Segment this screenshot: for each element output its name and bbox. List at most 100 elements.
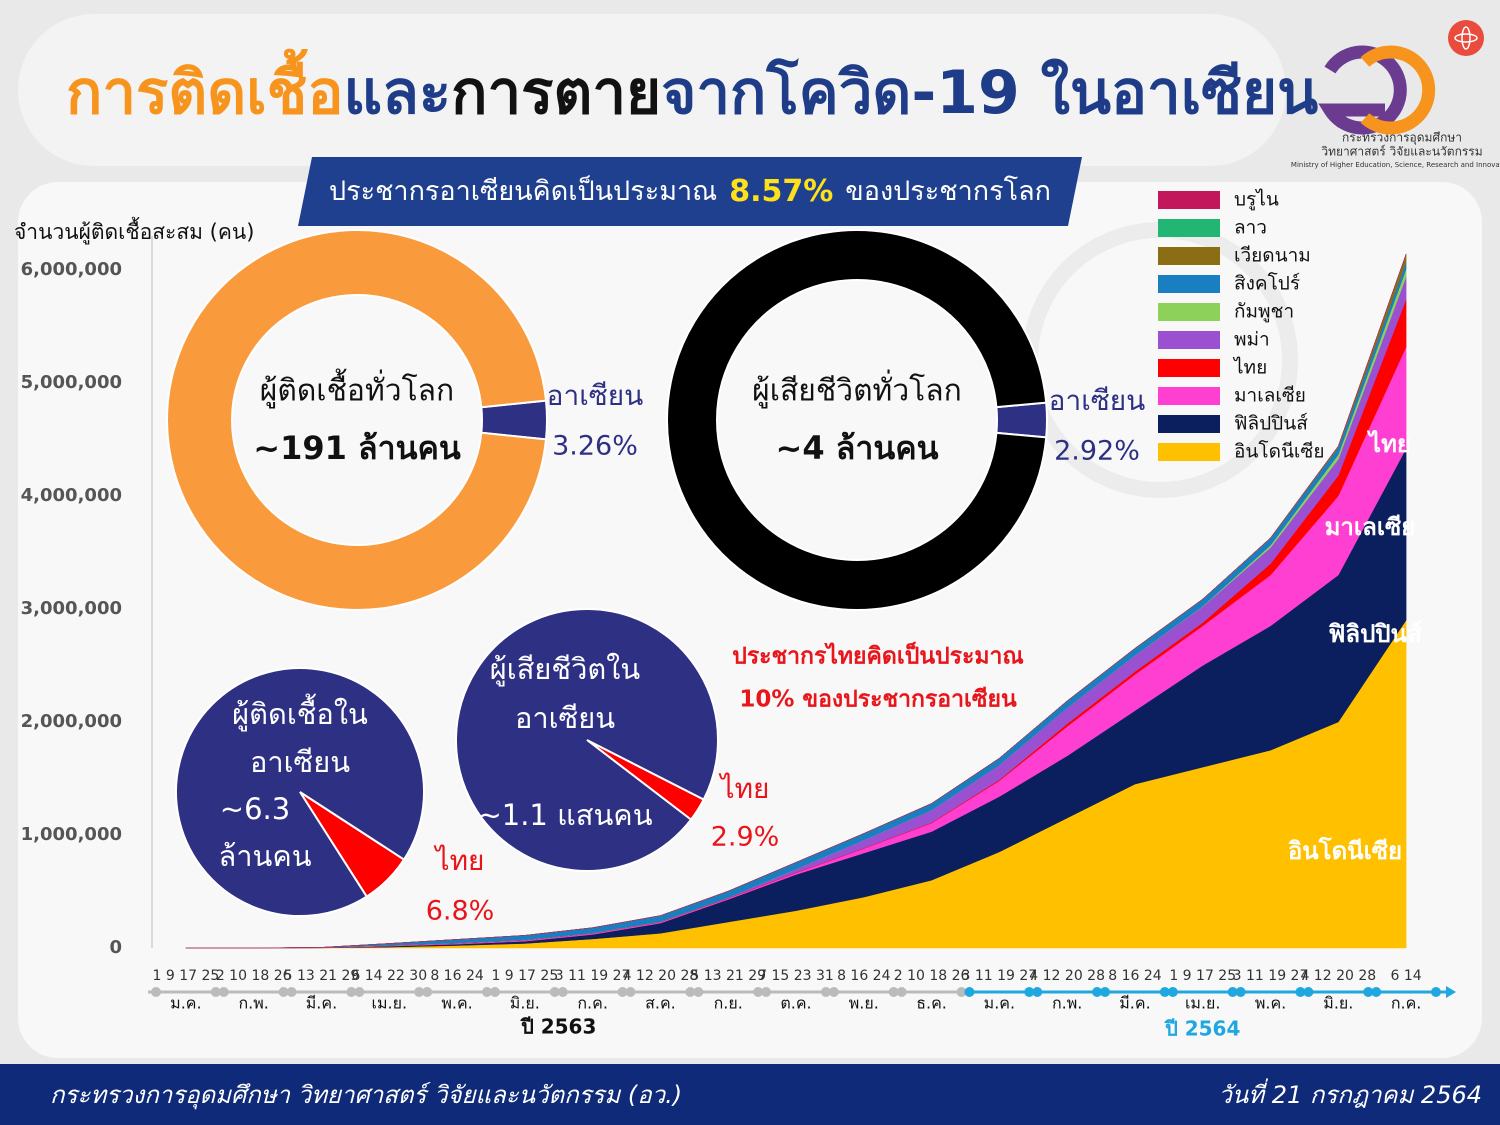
x-day-labels: 8 16 24: [1108, 968, 1162, 984]
legend-label: อินโดนีเซีย: [1234, 440, 1324, 463]
x-axis-arrow: [1446, 986, 1456, 998]
x-tick-label: พ.ค.: [441, 994, 472, 1013]
note-text: 10% ของประชากรอาเซียน: [739, 687, 1017, 713]
legend-swatch: [1158, 415, 1220, 433]
area: [185, 253, 1407, 949]
x-axis-dot: [1295, 987, 1306, 997]
title-part: การติดเชื้อ: [66, 48, 343, 128]
x-axis-dot: [1100, 987, 1111, 997]
x-axis-dot: [1167, 987, 1178, 997]
footer-right: วันที่ 21 กรกฎาคม 2564: [1218, 1078, 1482, 1109]
pie-total: ล้านคน: [218, 839, 311, 873]
slice: [995, 401, 1048, 439]
logo-atom: [1461, 26, 1471, 50]
x-day-labels: 1 9 17 25: [491, 968, 558, 984]
y-tick-label: 2,000,000: [21, 711, 122, 732]
x-day-labels: 6 14 22 30: [351, 968, 427, 984]
y-tick-label: 6,000,000: [21, 259, 122, 280]
title-part: และ: [343, 58, 451, 128]
x-day-labels: 3 11 19 27: [1233, 968, 1309, 984]
x-tick-label: พ.ค.: [1255, 994, 1286, 1013]
x-day-labels: 7 15 23 31: [758, 968, 834, 984]
legend-swatch: [1158, 443, 1220, 461]
logo-text: Ministry of Higher Education, Science, R…: [1291, 161, 1500, 169]
banner: [298, 157, 1082, 226]
x-axis-dot: [888, 987, 899, 997]
slice: [666, 229, 1048, 611]
pie-title: อาเซียน: [515, 701, 615, 735]
title-part: จากโควิด-19 ในอาเซียน: [661, 57, 1318, 128]
y-tick-label: 5,000,000: [21, 372, 122, 393]
x-day-labels: 1 9 17 25: [152, 968, 219, 984]
x-axis-dot: [896, 987, 907, 997]
x-tick-label: ก.พ.: [1052, 994, 1082, 1013]
x-day-labels: 4 12 20 28: [1300, 968, 1376, 984]
area-label: ไทย: [1366, 429, 1411, 458]
logo-shape: [1318, 45, 1407, 135]
legend-label: พม่า: [1234, 329, 1270, 351]
pie-title: อาเซียน: [250, 745, 350, 779]
legend-swatch: [1158, 303, 1220, 321]
x-tick-label: มิ.ย.: [1323, 994, 1353, 1013]
banner-part: ประชากรอาเซียนคิดเป็นประมาณ: [329, 173, 717, 207]
y-tick-label: 4,000,000: [21, 485, 122, 506]
x-axis-dot: [617, 987, 628, 997]
title-part: การตาย: [451, 58, 661, 128]
footer-left: กระทรวงการอุดมศึกษา วิทยาศาสตร์ วิจัยและ…: [50, 1081, 682, 1110]
donut-title: ผู้เสียชีวิตทั่วโลก: [752, 370, 962, 409]
x-tick-label: มี.ค.: [1119, 994, 1150, 1013]
x-day-labels: 3 11 19 27: [555, 968, 631, 984]
y-axis-label: จำนวนผู้ติดเชื้อสะสม (คน): [14, 217, 254, 245]
logo-text: วิทยาศาสตร์ วิจัยและนวัตกรรม: [1321, 145, 1483, 159]
x-tick-label: พ.ย.: [849, 994, 879, 1013]
x-tick-label: ก.ค.: [577, 994, 608, 1013]
x-axis-dot: [964, 987, 975, 997]
logo-badge: [1448, 20, 1484, 56]
legend-swatch: [1158, 331, 1220, 349]
legend-label: ไทย: [1232, 357, 1267, 379]
x-day-labels: 8 16 24: [837, 968, 891, 984]
x-tick-label: ก.พ.: [238, 994, 268, 1013]
x-axis-dot: [685, 987, 696, 997]
x-tick-label: ธ.ค.: [916, 994, 947, 1013]
x-tick-label: ม.ค.: [984, 994, 1015, 1013]
legend-swatch: [1158, 275, 1220, 293]
donut-total: ~191 ล้านคน: [253, 429, 461, 467]
y-tick-label: 1,000,000: [21, 824, 122, 845]
logo-text: กระทรวงการอุดมศึกษา: [1342, 131, 1462, 146]
x-axis-dot: [1431, 987, 1441, 997]
x-axis-dot: [828, 987, 839, 997]
x-axis-dot: [1159, 987, 1170, 997]
x-day-labels: 4 12 20 28: [623, 968, 699, 984]
footer-bar: [0, 1064, 1500, 1125]
donut-total: ~4 ล้านคน: [776, 429, 939, 467]
legend-swatch: [1158, 359, 1220, 377]
slice: [175, 667, 425, 917]
y-tick-label: 0: [109, 937, 122, 958]
x-axis-dot: [278, 987, 289, 997]
x-day-labels: 5 13 21 29: [690, 968, 766, 984]
banner-text: ประชากรอาเซียนคิดเป็นประมาณ 8.57% ของประชา…: [329, 173, 1051, 209]
x-axis-dot: [753, 987, 764, 997]
slice-label: อาเซียน: [547, 379, 644, 412]
x-axis-dot: [346, 987, 357, 997]
legend-label: เวียดนาม: [1234, 245, 1311, 267]
slice: [166, 229, 548, 611]
slice: [455, 608, 719, 872]
logo: กระทรวงการอุดมศึกษา วิทยาศาสตร์ วิจัยและ…: [1291, 20, 1500, 169]
banner-part: ของประชากรโลก: [845, 176, 1051, 207]
slice-label: ไทย: [434, 844, 485, 877]
x-tick-label: มิ.ย.: [510, 994, 540, 1013]
legend-swatch: [1158, 191, 1220, 209]
x-axis-dot: [625, 987, 636, 997]
slice-label: อาเซียน: [1049, 384, 1146, 417]
x-day-labels: 3 11 19 27: [962, 968, 1038, 984]
area-label: ฟิลิปปินส์: [1328, 620, 1422, 648]
x-axis-dot: [1363, 987, 1374, 997]
charts: จำนวนผู้ติดเชื้อสะสม (คน) 0 1,000,000 2,000…: [14, 189, 1456, 1041]
pie-total: ~6.3: [220, 792, 290, 826]
x-axis-dot: [761, 987, 772, 997]
legend-label: ลาว: [1234, 217, 1267, 239]
